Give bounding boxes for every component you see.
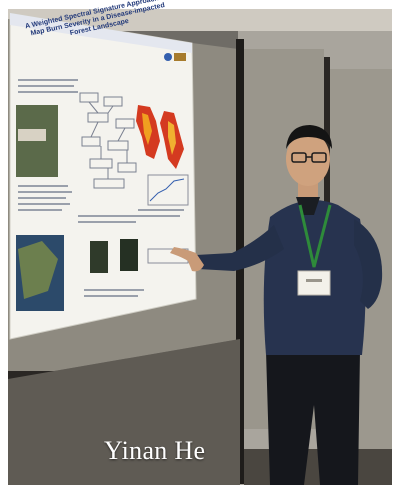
presenter-glasses bbox=[291, 152, 327, 163]
presenter-name-badge bbox=[297, 270, 331, 296]
poster-flowchart bbox=[79, 92, 137, 189]
presenter-hand bbox=[170, 247, 204, 272]
poster bbox=[9, 12, 197, 340]
presenter-pants bbox=[266, 351, 360, 485]
poster-image-tile-2 bbox=[120, 239, 138, 271]
presenter-head bbox=[286, 132, 330, 186]
presenter bbox=[170, 125, 383, 485]
presenter-pointing-arm bbox=[196, 225, 284, 271]
poster-image-tile-1 bbox=[90, 241, 108, 273]
caption-name: Yinan He bbox=[104, 436, 206, 465]
presenter-hair bbox=[286, 125, 332, 149]
photo bbox=[8, 9, 392, 485]
presenter-lanyard bbox=[298, 204, 332, 268]
